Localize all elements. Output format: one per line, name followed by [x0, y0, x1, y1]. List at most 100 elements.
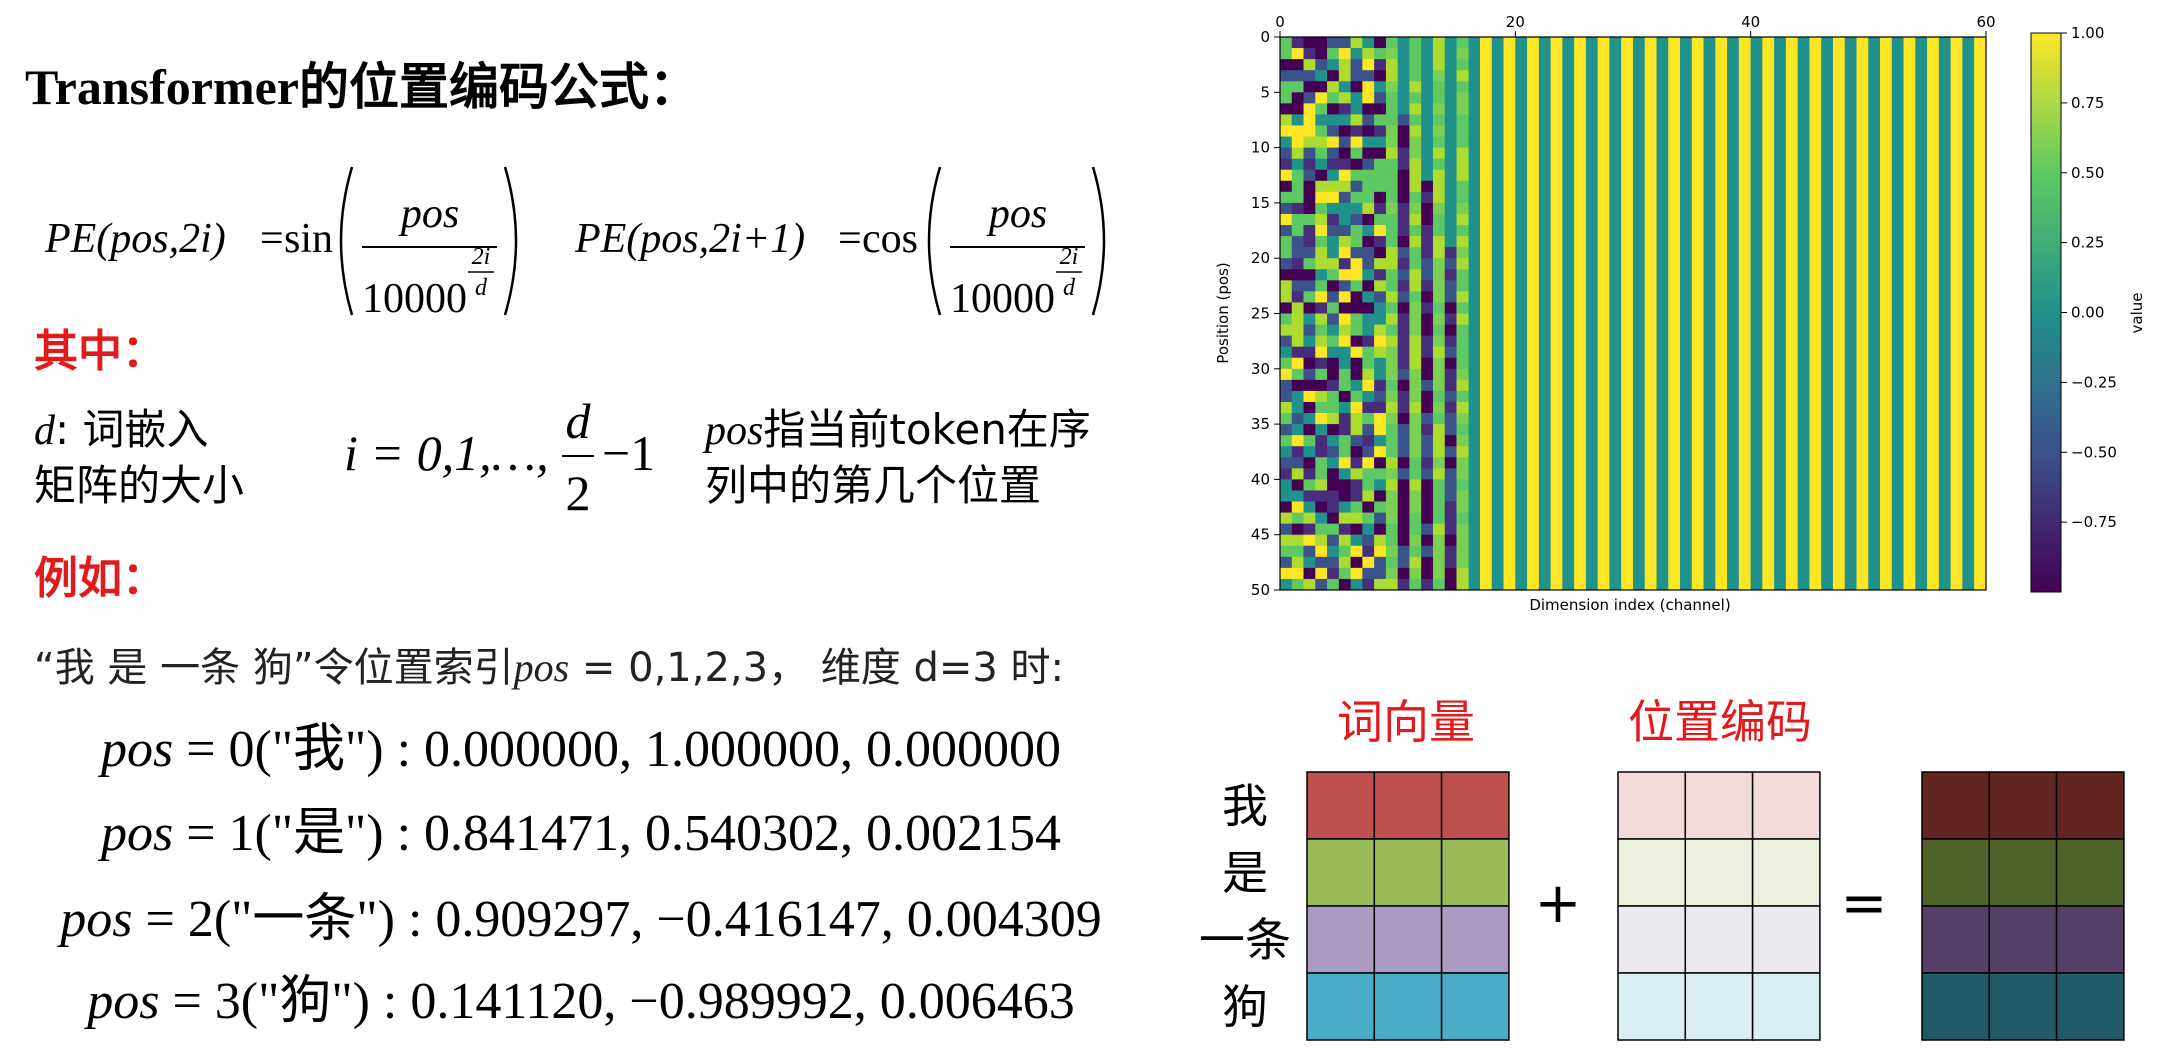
- texture-cell: [1385, 191, 1398, 204]
- texture-cell: [1315, 578, 1328, 591]
- texture-cell: [1338, 236, 1351, 248]
- texture-cell: [1362, 147, 1375, 159]
- texture-cell: [1385, 357, 1398, 370]
- texture-cell: [1350, 202, 1363, 215]
- vector-cell: [1751, 905, 1821, 974]
- colorbar-tick-label: −0.50: [2071, 443, 2117, 461]
- texture-cell: [1444, 379, 1457, 392]
- texture-cell: [1291, 70, 1304, 82]
- texture-cell: [1362, 512, 1375, 524]
- texture-cell: [1432, 236, 1446, 248]
- texture-cell: [1362, 136, 1375, 148]
- texture-cell: [1409, 202, 1422, 215]
- texture-cell: [1338, 512, 1351, 524]
- colorbar-tick-label: −0.75: [2071, 513, 2117, 531]
- texture-cell: [1327, 523, 1340, 535]
- colorbar-label: value: [2128, 293, 2146, 334]
- texture-cell: [1444, 147, 1457, 159]
- texture-cell: [1327, 37, 1340, 49]
- texture-cell: [1397, 169, 1410, 182]
- texture-cell: [1338, 534, 1351, 547]
- texture-cell: [1315, 346, 1328, 359]
- texture-cell: [1362, 236, 1375, 248]
- texture-cell: [1374, 302, 1387, 314]
- x-tick-label: 20: [1506, 13, 1525, 31]
- texture-cell: [1456, 335, 1469, 347]
- texture-cell: [1315, 236, 1328, 248]
- texture-cell: [1432, 180, 1446, 193]
- vector-cell: [1751, 838, 1821, 907]
- texture-cell: [1385, 59, 1398, 71]
- texture-cell: [1409, 114, 1422, 126]
- texture-cell: [1350, 70, 1363, 82]
- texture-cell: [1397, 401, 1410, 414]
- texture-cell: [1280, 236, 1293, 248]
- texture-cell: [1385, 147, 1398, 159]
- text-part: = 0,1,2,3， 维度 d=3 时:: [569, 645, 1064, 691]
- texture-cell: [1303, 247, 1316, 259]
- texture-cell: [1385, 346, 1398, 359]
- base: 10000: [362, 276, 467, 322]
- texture-cell: [1303, 534, 1316, 547]
- symbol: pos: [97, 721, 173, 778]
- texture-cell: [1444, 346, 1457, 359]
- texture-cell: [1315, 213, 1328, 226]
- texture-cell: [1350, 280, 1363, 292]
- symbol: pos: [511, 645, 570, 690]
- texture-cell: [1456, 158, 1469, 171]
- texture-cell: [1385, 81, 1398, 93]
- texture-cell: [1327, 457, 1340, 469]
- texture-cell: [1327, 313, 1340, 325]
- texture-cell: [1315, 490, 1328, 502]
- x-tick-label: 60: [1976, 13, 1995, 31]
- texture-cell: [1350, 534, 1363, 547]
- texture-cell: [1280, 280, 1293, 292]
- texture-cell: [1303, 368, 1316, 381]
- texture-cell: [1315, 523, 1328, 535]
- texture-cell: [1397, 501, 1410, 513]
- texture-cell: [1350, 103, 1363, 115]
- texture-cell: [1397, 479, 1410, 491]
- vector-cell: [1921, 771, 1991, 840]
- texture-cell: [1385, 258, 1398, 270]
- texture-cell: [1362, 501, 1375, 513]
- symbol: pos: [97, 805, 173, 862]
- texture-cell: [1409, 191, 1422, 204]
- vector-cell: [1306, 838, 1376, 907]
- token-label: 是: [1222, 848, 1268, 899]
- texture-cell: [1303, 512, 1316, 524]
- texture-cell: [1338, 401, 1351, 414]
- texture-cell: [1409, 37, 1422, 49]
- texture-cell: [1432, 59, 1446, 71]
- texture-cell: [1374, 379, 1387, 392]
- texture-cell: [1385, 379, 1398, 392]
- texture-cell: [1409, 269, 1422, 281]
- texture-cell: [1362, 269, 1375, 281]
- label: 词向量: [1337, 695, 1475, 749]
- texture-cell: [1409, 280, 1422, 292]
- texture-cell: [1350, 324, 1363, 336]
- text: 矩阵的大小: [34, 461, 244, 510]
- texture-cell: [1456, 424, 1469, 436]
- texture-cell: [1280, 269, 1293, 281]
- texture-cell: [1374, 280, 1387, 292]
- texture-cell: [1327, 291, 1340, 303]
- paren: [1091, 166, 1106, 316]
- texture-cell: [1338, 424, 1351, 436]
- texture-cell: [1444, 534, 1457, 547]
- texture-cell: [1280, 390, 1293, 403]
- texture-cell: [1350, 379, 1363, 392]
- texture-cell: [1421, 468, 1434, 480]
- texture-cell: [1456, 501, 1469, 513]
- vector-cell: [1921, 905, 1991, 974]
- texture-cell: [1338, 258, 1351, 270]
- texture-cell: [1303, 114, 1316, 126]
- texture-cell: [1444, 468, 1457, 480]
- texture-cell: [1456, 413, 1469, 425]
- texture-cell: [1374, 567, 1387, 580]
- texture-cell: [1409, 490, 1422, 502]
- texture-cell: [1374, 413, 1387, 425]
- texture-cell: [1374, 147, 1387, 159]
- exponent-den: d: [1063, 275, 1076, 301]
- texture-cell: [1315, 324, 1328, 336]
